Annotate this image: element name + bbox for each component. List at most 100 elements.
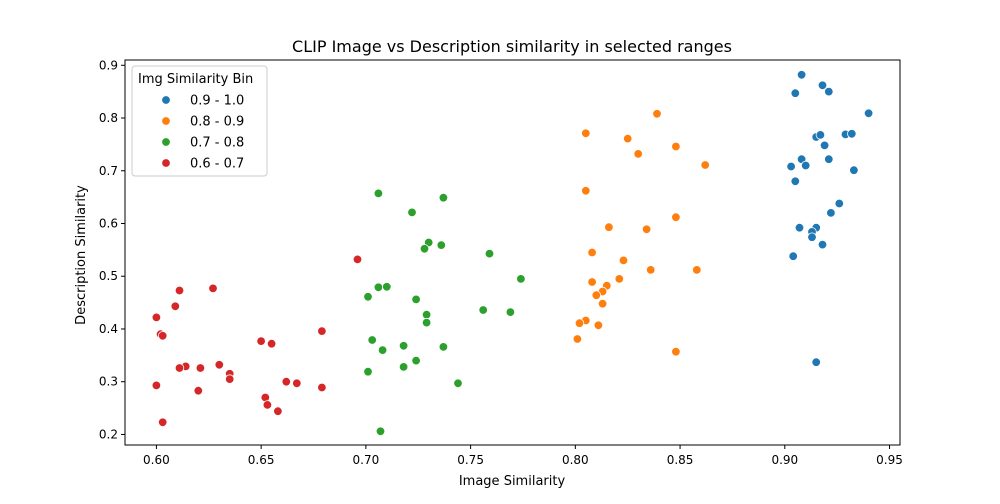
legend-marker [161,158,171,168]
data-point-series-3 [373,188,384,199]
data-point-series-1 [834,198,845,209]
legend-marker [161,137,171,147]
legend-label: 0.6 - 0.7 [190,157,244,172]
data-point-series-4 [281,377,292,387]
x-tick-label: 0.65 [248,453,275,467]
data-point-series-1 [863,108,874,119]
y-tick-label: 0.6 [99,216,118,230]
y-tick-label: 0.3 [99,375,118,389]
data-point-series-4 [151,380,162,391]
data-point-series-1 [815,130,826,140]
data-point-series-4 [317,382,327,393]
legend-marker [161,116,171,126]
data-point-series-3 [373,282,384,293]
y-tick-label: 0.7 [99,164,118,178]
data-point-series-1 [819,140,830,151]
data-point-series-3 [484,248,495,259]
x-tick-label: 0.75 [457,453,484,467]
data-point-series-3 [407,207,417,218]
data-point-series-1 [817,239,828,250]
y-tick-label: 0.2 [99,427,118,441]
data-point-series-2 [593,320,604,331]
data-point-series-4 [193,386,204,396]
data-point-series-2 [671,212,681,222]
data-point-series-1 [801,160,811,171]
data-point-series-2 [652,109,662,119]
data-point-series-2 [618,255,629,266]
data-points [151,70,874,437]
data-point-series-4 [266,339,277,349]
data-point-series-4 [174,363,185,373]
data-point-series-1 [824,154,834,164]
y-axis-label: Description Similarity [74,185,89,325]
data-point-series-3 [375,426,386,437]
data-point-series-4 [208,283,218,294]
data-point-series-3 [438,192,449,203]
data-point-series-2 [692,265,702,275]
data-point-series-3 [411,294,421,305]
data-point-series-3 [421,317,432,328]
data-point-series-2 [604,222,614,232]
legend: Img Similarity Bin 0.9 - 1.0 0.8 - 0.9 0.7 … [131,65,268,177]
data-point-series-2 [623,133,633,144]
chart-title: CLIP Image vs Description similarity in … [292,37,732,56]
legend-title: Img Similarity Bin [138,72,253,87]
y-tick-label: 0.4 [99,322,118,336]
data-point-series-1 [794,222,805,233]
data-point-series-1 [817,80,828,91]
x-axis-label: Image Similarity [459,474,566,489]
y-tick-label: 0.8 [99,111,118,125]
legend-label: 0.8 - 0.9 [190,115,244,130]
data-point-series-2 [581,186,591,196]
data-point-series-4 [157,331,168,341]
data-point-series-2 [581,128,591,139]
data-point-series-4 [352,254,363,265]
axis-ticks: 0.60 0.65 0.70 0.75 0.80 0.85 0.90 0.95 0.2 0.3 0.… [99,58,903,467]
data-point-series-4 [151,312,162,323]
data-point-series-1 [847,129,857,139]
data-point-series-3 [377,345,388,355]
y-tick-label: 0.9 [99,58,118,72]
data-point-series-1 [826,208,836,218]
x-tick-label: 0.95 [876,453,903,467]
legend-box [131,65,268,177]
data-point-series-4 [256,336,266,346]
data-point-series-4 [224,374,235,384]
legend-marker [161,95,171,105]
x-tick-label: 0.80 [562,453,589,467]
legend-label: 0.9 - 1.0 [190,94,244,109]
data-point-series-4 [170,301,181,312]
data-point-series-1 [788,251,798,261]
data-point-series-3 [363,367,373,377]
data-point-series-3 [398,341,409,351]
data-point-series-2 [591,290,602,300]
data-point-series-1 [790,176,801,187]
x-tick-label: 0.85 [667,453,694,467]
data-point-series-3 [421,310,432,320]
data-point-series-2 [572,334,583,344]
data-point-series-2 [671,347,681,357]
data-point-series-3 [516,274,526,284]
data-point-series-3 [411,355,421,366]
data-point-series-3 [478,305,488,315]
data-point-series-3 [505,307,516,317]
x-tick-label: 0.60 [143,453,170,467]
data-point-series-2 [587,247,597,258]
data-point-series-4 [157,417,168,428]
data-point-series-3 [398,362,409,372]
data-point-series-2 [597,299,608,309]
data-point-series-4 [174,285,185,296]
data-point-series-3 [382,282,392,292]
data-point-series-2 [633,149,643,159]
data-point-series-1 [790,88,801,98]
data-point-series-4 [317,326,327,336]
data-point-series-2 [700,160,710,170]
data-point-series-3 [363,292,373,302]
data-point-series-3 [367,335,377,345]
data-point-series-4 [292,378,302,389]
plot-area-frame [124,59,901,446]
data-point-series-3 [438,342,449,352]
data-point-series-4 [262,400,273,410]
